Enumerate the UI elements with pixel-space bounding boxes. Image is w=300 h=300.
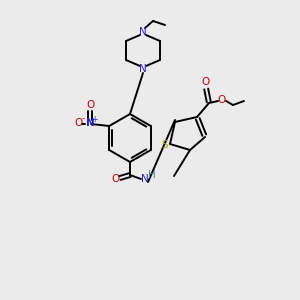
Text: H: H xyxy=(148,170,156,180)
Text: O: O xyxy=(202,77,210,87)
Text: N: N xyxy=(139,64,147,74)
Text: -: - xyxy=(81,115,84,124)
Text: N: N xyxy=(86,118,94,128)
Text: N: N xyxy=(139,27,147,37)
Text: O: O xyxy=(74,118,82,128)
Text: N: N xyxy=(141,174,149,184)
Text: O: O xyxy=(111,174,119,184)
Text: O: O xyxy=(86,100,94,110)
Text: O: O xyxy=(218,95,226,105)
Text: S: S xyxy=(162,140,168,150)
Text: +: + xyxy=(92,115,98,124)
